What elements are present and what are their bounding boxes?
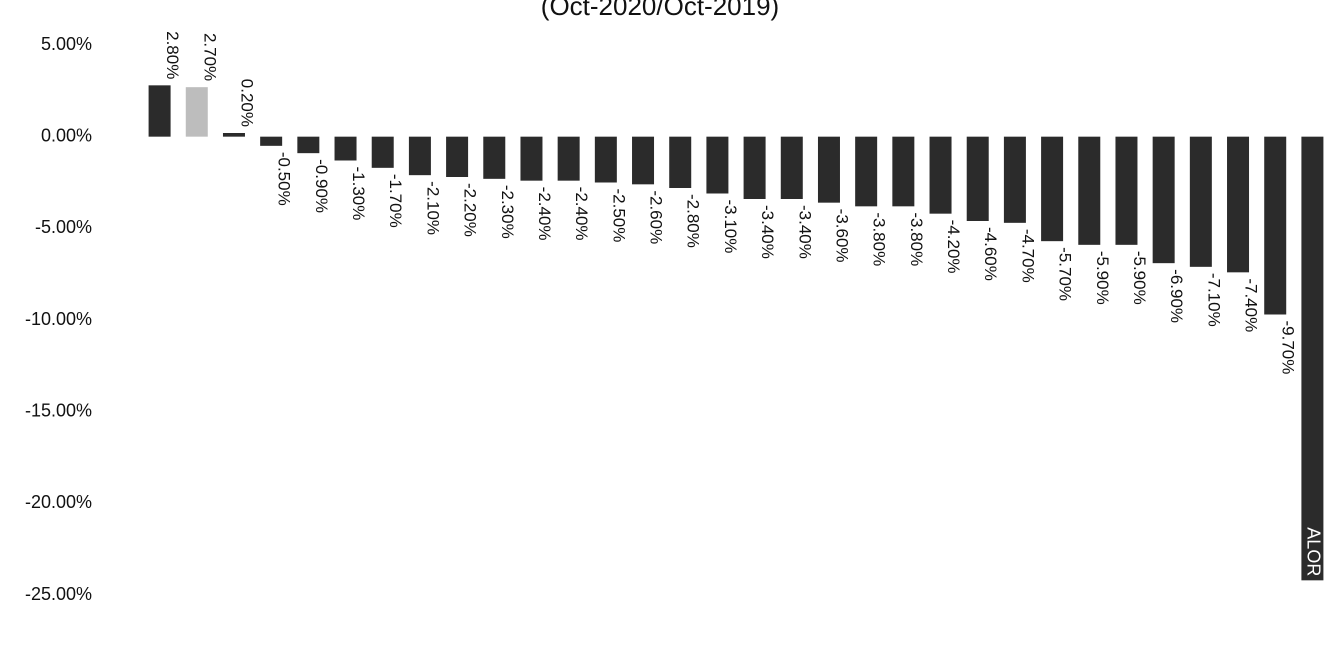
annotation: ALOR: [1304, 527, 1324, 576]
value-label: -7.10%: [1204, 273, 1223, 327]
bar: [297, 136, 320, 154]
y-tick-label: -20.00%: [25, 492, 92, 512]
value-label: -2.80%: [684, 194, 703, 248]
value-label: -2.60%: [647, 190, 666, 244]
bar: [1003, 136, 1026, 223]
value-label: -2.50%: [609, 189, 628, 243]
value-label: 2.70%: [200, 33, 219, 81]
value-label: -3.40%: [758, 205, 777, 259]
value-label: -1.30%: [349, 167, 368, 221]
bar: [1115, 136, 1138, 245]
value-label: -6.90%: [1167, 269, 1186, 323]
value-label: -5.70%: [1056, 247, 1075, 301]
bar: [632, 136, 655, 185]
value-label: -3.10%: [721, 200, 740, 254]
bar: [520, 136, 543, 181]
bar: [929, 136, 952, 214]
bar: [446, 136, 469, 177]
value-label: -2.30%: [498, 185, 517, 239]
bar: [260, 136, 283, 146]
bar: [371, 136, 394, 168]
bar: [1264, 136, 1287, 315]
value-label: -2.10%: [423, 181, 442, 235]
y-tick-label: 5.00%: [41, 34, 92, 54]
value-label: -0.50%: [275, 152, 294, 206]
bar: [1227, 136, 1250, 273]
bar: [334, 136, 357, 161]
value-label: -2.20%: [461, 183, 480, 237]
bar: [148, 85, 171, 137]
bar: [780, 136, 803, 199]
bar: [855, 136, 878, 207]
value-label: -4.60%: [981, 227, 1000, 281]
value-label: -3.80%: [870, 212, 889, 266]
value-label: -2.40%: [535, 187, 554, 241]
bar: [1041, 136, 1064, 242]
value-label: 0.20%: [237, 79, 256, 127]
y-tick-label: -5.00%: [35, 217, 92, 237]
bar: [408, 136, 431, 176]
value-label: -0.90%: [312, 159, 331, 213]
value-label: -1.70%: [386, 174, 405, 228]
value-label: -9.70%: [1279, 321, 1298, 375]
bar: [483, 136, 506, 179]
bar: [594, 136, 617, 183]
value-label: -3.80%: [907, 212, 926, 266]
value-label: -3.60%: [832, 209, 851, 263]
bar: [222, 133, 245, 137]
value-label: -5.90%: [1130, 251, 1149, 305]
value-label: -4.20%: [944, 220, 963, 274]
y-tick-label: -15.00%: [25, 400, 92, 420]
y-tick-label: 0.00%: [41, 125, 92, 145]
value-label: -4.70%: [1018, 229, 1037, 283]
bar: [1189, 136, 1212, 267]
bar: [1078, 136, 1101, 245]
value-label: -5.90%: [1093, 251, 1112, 305]
bar: [743, 136, 766, 199]
bar: [1152, 136, 1175, 264]
value-label: -3.40%: [795, 205, 814, 259]
chart-title: (Oct-2020/Oct-2019): [541, 0, 779, 21]
bar: [557, 136, 580, 181]
value-label: 2.80%: [163, 31, 182, 79]
bar: [817, 136, 840, 203]
value-label: -2.40%: [572, 187, 591, 241]
bar: [892, 136, 915, 207]
value-label: -7.40%: [1242, 278, 1261, 332]
y-tick-label: -25.00%: [25, 584, 92, 604]
bar: [669, 136, 692, 188]
bar: [966, 136, 989, 221]
y-tick-label: -10.00%: [25, 309, 92, 329]
bar: [185, 87, 208, 137]
bar: [1301, 136, 1324, 581]
bar: [706, 136, 729, 194]
